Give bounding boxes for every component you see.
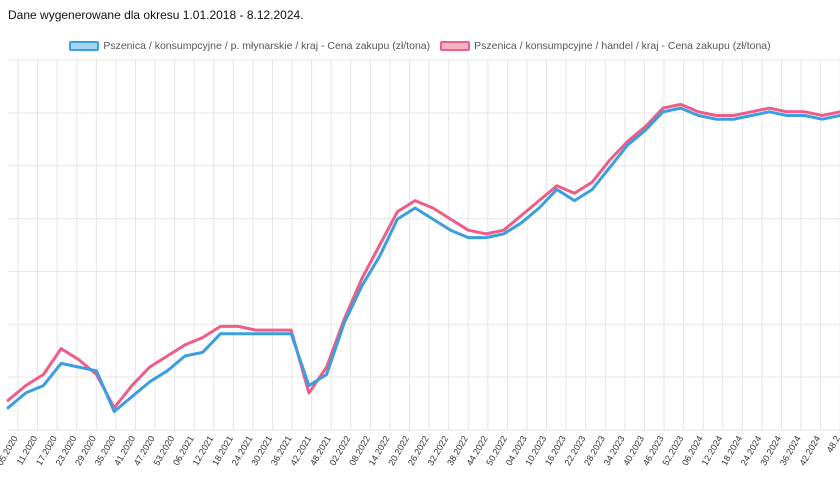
legend-swatch-pink [440,41,471,51]
chart-legend: Pszenica / konsumpcyjne / p. młynarskie … [0,40,840,52]
legend-label-series1: Pszenica / konsumpcyjne / p. młynarskie … [103,40,431,52]
legend-label-series2: Pszenica / konsumpcyjne / handel / kraj … [474,40,771,52]
legend-item-series2[interactable]: Pszenica / konsumpcyjne / handel / kraj … [440,40,771,52]
x-tick-label: 48.2 [825,434,840,454]
series-line-mlynarskie [6,106,840,413]
page-title: Dane wygenerowane dla okresu 1.01.2018 -… [8,8,304,22]
legend-item-series1[interactable]: Pszenica / konsumpcyjne / p. młynarskie … [69,40,430,52]
series-line-handel [6,102,840,410]
legend-swatch-blue [69,41,100,51]
